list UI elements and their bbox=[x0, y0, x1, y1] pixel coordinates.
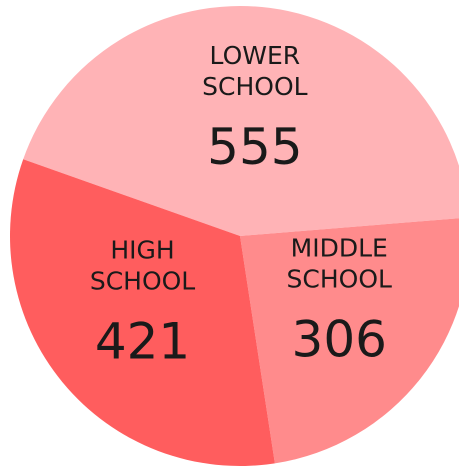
slice-category: HIGH SCHOOL bbox=[90, 236, 195, 296]
slice-category-line: LOWER bbox=[210, 41, 301, 70]
pie-slice bbox=[9, 159, 275, 466]
slice-category-line: SCHOOL bbox=[287, 264, 392, 293]
pie-slice bbox=[23, 6, 459, 236]
slice-category-line: MIDDLE bbox=[291, 233, 388, 262]
slice-value: 555 bbox=[207, 118, 302, 176]
slice-category: LOWER SCHOOL bbox=[202, 41, 307, 101]
slice-value: 421 bbox=[95, 313, 190, 371]
slice-value: 306 bbox=[292, 310, 387, 368]
slice-category-line: SCHOOL bbox=[202, 72, 307, 101]
slice-category: MIDDLE SCHOOL bbox=[287, 233, 392, 293]
pie-slice bbox=[240, 218, 459, 464]
slice-category-line: HIGH bbox=[110, 236, 174, 265]
slice-category-line: SCHOOL bbox=[90, 267, 195, 296]
